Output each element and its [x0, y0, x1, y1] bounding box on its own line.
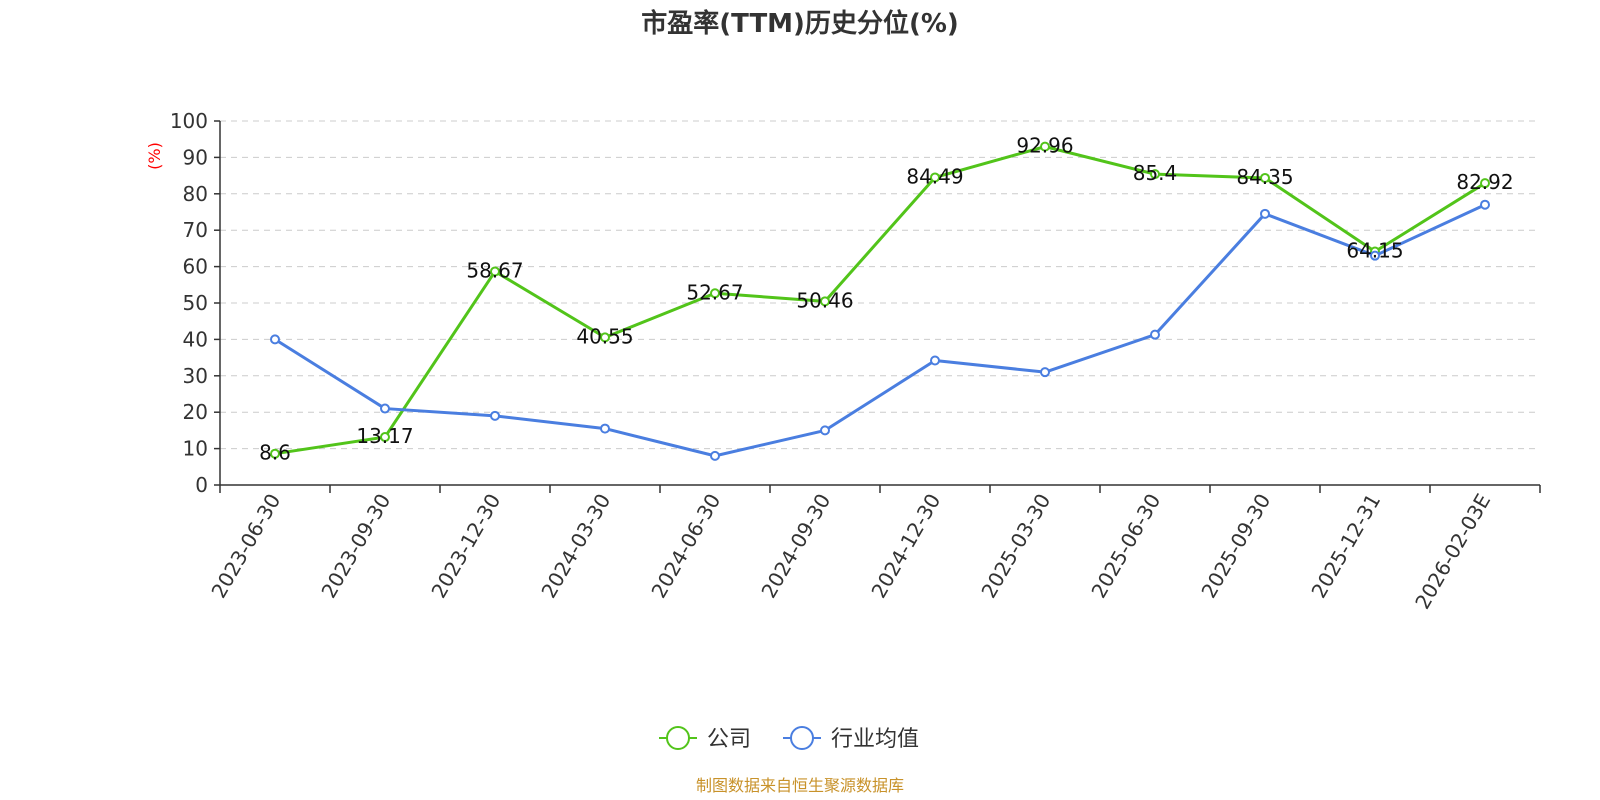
legend-marker-icon — [790, 726, 814, 750]
x-tick-label: 2025-12-31 — [1306, 490, 1385, 603]
y-tick-label: 20 — [183, 400, 208, 424]
y-tick-labels: 0 10 20 30 40 50 60 70 80 90 100 — [170, 109, 208, 497]
x-tick-label: 2024-06-30 — [646, 490, 725, 603]
y-tick-label: 80 — [183, 182, 208, 206]
data-label: 82.92 — [1456, 170, 1513, 194]
data-label: 84.49 — [906, 164, 963, 188]
y-tick-label: 0 — [195, 473, 208, 497]
data-point-marker — [710, 288, 720, 299]
series-line-industry-average — [274, 203, 1486, 458]
legend-label: 行业均值 — [831, 727, 919, 752]
data-label: 50.46 — [796, 288, 853, 312]
data-point-marker — [270, 334, 280, 345]
legend-marker-icon — [666, 726, 690, 750]
data-label: 64.15 — [1346, 238, 1403, 262]
series-line-company — [274, 145, 1486, 456]
x-tick-label: 2024-03-30 — [536, 490, 615, 603]
data-point-marker — [600, 423, 610, 434]
x-tick-label: 2025-03-30 — [976, 490, 1055, 603]
data-point-marker — [1260, 172, 1270, 183]
y-tick-label: 90 — [183, 145, 208, 169]
x-tick-label: 2025-09-30 — [1196, 490, 1275, 603]
data-point-marker — [1260, 208, 1270, 219]
x-tick-label: 2023-06-30 — [206, 490, 285, 603]
data-label: 40.55 — [576, 324, 633, 348]
data-label: 13.17 — [356, 424, 413, 448]
data-point-marker — [1480, 178, 1490, 189]
data-point-marker — [380, 403, 390, 414]
x-tick-label: 2026-02-03E — [1410, 490, 1495, 614]
y-tick-label: 70 — [183, 218, 208, 242]
x-tick-labels: 2023-06-30 2023-09-30 2023-12-30 2024-03-30… — [206, 490, 1495, 614]
data-point-marker — [270, 448, 280, 459]
series-lines — [270, 141, 1490, 461]
data-label: 85.4 — [1133, 161, 1178, 185]
data-point-marker — [1040, 141, 1050, 152]
source-note: 制图数据来自恒生聚源数据库 — [696, 776, 904, 795]
y-tick-label: 50 — [183, 291, 208, 315]
y-tick-label: 100 — [170, 109, 208, 133]
legend[interactable]: 公司 行业均值 — [659, 726, 919, 752]
data-label: 92.96 — [1016, 134, 1073, 158]
data-point-marker — [820, 296, 830, 307]
legend-item-industry-average[interactable]: 行业均值 — [783, 726, 919, 752]
data-point-marker — [600, 332, 610, 343]
y-tick-label: 60 — [183, 255, 208, 279]
data-point-marker — [1480, 199, 1490, 210]
data-point-marker — [380, 432, 390, 443]
y-axis-unit-label: (%) — [145, 142, 164, 170]
x-tick-label: 2024-09-30 — [756, 490, 835, 603]
y-tick-label: 40 — [183, 327, 208, 351]
data-label: 58.67 — [466, 258, 523, 282]
data-point-marker — [930, 355, 940, 366]
data-label: 52.67 — [686, 280, 743, 304]
x-tick-label: 2025-06-30 — [1086, 490, 1165, 603]
grid-lines — [220, 120, 1540, 450]
data-point-marker — [490, 266, 500, 277]
data-point-marker — [1040, 367, 1050, 378]
data-label: 84.35 — [1236, 165, 1293, 189]
legend-label: 公司 — [707, 727, 751, 752]
y-tick-label: 10 — [183, 437, 208, 461]
x-tick-label: 2023-09-30 — [316, 490, 395, 603]
x-tick-label: 2024-12-30 — [866, 490, 945, 603]
x-tick-label: 2023-12-30 — [426, 490, 505, 603]
axes — [214, 120, 1541, 493]
data-point-marker — [1150, 169, 1160, 180]
data-point-marker — [930, 172, 940, 183]
y-tick-label: 30 — [183, 364, 208, 388]
chart-title: 市盈率(TTM)历史分位(%) — [641, 8, 959, 39]
data-point-marker — [1370, 250, 1380, 261]
legend-item-company[interactable]: 公司 — [659, 726, 751, 752]
data-label: 8.6 — [259, 441, 291, 465]
data-point-marker — [820, 425, 830, 436]
data-labels: 8.6 13.17 58.67 40.55 52.67 50.46 84.49 92.96 85… — [259, 134, 1514, 465]
data-point-marker — [1150, 329, 1160, 340]
data-point-marker — [710, 450, 720, 461]
data-point-marker — [490, 410, 500, 421]
